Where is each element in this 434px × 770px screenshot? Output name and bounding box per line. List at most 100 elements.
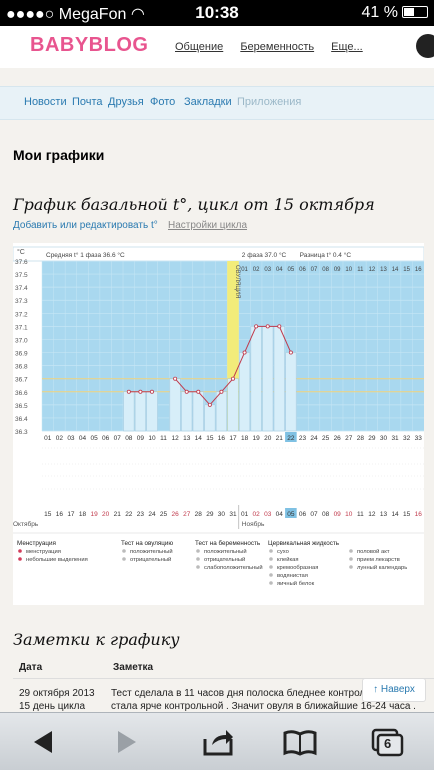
share-icon[interactable] [200,727,236,757]
temperature-line [174,378,188,393]
note-cycle-day: 15 день цикла [19,701,86,712]
ovulation-band [227,261,239,431]
cycle-day-label: 15 [206,435,214,442]
nav-pregnancy[interactable]: Беременность [240,41,315,53]
cycle-day-label: 24 [310,435,318,442]
temperature-point [173,376,178,381]
temperature-line [197,391,211,406]
cycle-day-label: 05 [90,435,98,442]
date-label: 16 [415,511,423,518]
cycle-day-label: 23 [299,435,307,442]
bbt-chart: 37.6 37.5 37.4 37.3 37.2 37.1 37.0 36.9 36.8 36.7… [13,243,424,605]
tabs-button[interactable]: 6 [370,727,406,757]
subnav-photo[interactable]: Фото [150,96,176,108]
y-tick-label: 36.9 [15,351,28,358]
date-label: 01 [241,511,249,518]
phase2-day-label: 12 [369,267,376,273]
battery-status: 41 % [362,4,428,22]
legend-item: менструация [26,549,61,555]
phase1-average-label: Средняя t° 1 фаза 36.6 °C [46,251,125,259]
legend-icon [349,549,353,553]
cycle-day-label: 32 [403,435,411,442]
temperature-bar [192,391,204,432]
avatar[interactable] [416,34,434,58]
legend-title: Цервикальная жидкость [268,540,340,547]
site-logo[interactable]: BABYBLOG [30,34,149,56]
temperature-point [184,389,189,394]
temperature-point [126,389,131,394]
legend-item: небольшие выделения [26,557,88,563]
temperature-bar [146,391,158,432]
phase2-day-label: 13 [380,267,387,273]
cycle-day-label: 08 [125,435,133,442]
temperature-point [219,389,224,394]
back-icon[interactable] [26,727,62,757]
cycle-day-label: 19 [253,435,261,442]
subnav-mail[interactable]: Почта [72,96,103,108]
y-tick-label: 37.3 [15,298,28,305]
phase2-day-label: 11 [357,267,364,273]
subnav-bookmarks[interactable]: Закладки [184,96,232,108]
temperature-bar [169,378,181,432]
temperature-bar [285,352,297,432]
temperature-bar [134,391,146,432]
subnav-friends[interactable]: Друзья [108,96,144,108]
cycle-day-label: 09 [137,435,145,442]
cycle-day-label: 18 [241,435,249,442]
forward-icon[interactable] [108,727,144,757]
nav-communication[interactable]: Общение [175,41,224,53]
legend-item: отрицательный [204,556,245,563]
date-label: 26 [172,511,180,518]
ovulation-label: ОВУЛЯЦИЯ [234,265,240,298]
legend-title: Тест на беременность [195,539,261,547]
cycle-day-label: 30 [380,435,388,442]
date-label: 02 [253,511,261,518]
phase2-day-label: 14 [392,267,399,273]
subnav-apps[interactable]: Приложения [237,96,302,108]
edit-temperature-link[interactable]: Добавить или редактировать t° [13,220,158,231]
cycle-day-label: 33 [415,435,423,442]
legend-title: Тест на овуляцию [121,540,173,547]
tabs-icon [371,728,404,757]
y-tick-label: 36.4 [15,416,28,423]
nav-more[interactable]: Еще... [331,41,363,53]
temperature-point [242,350,247,355]
y-tick-label: 37.2 [15,311,28,318]
subnav-news[interactable]: Новости [24,96,67,108]
battery-icon [402,6,428,18]
legend-icon [269,549,273,553]
cycle-day-label: 03 [67,435,75,442]
phase2-day-label: 01 [241,267,248,273]
temperature-point [149,389,154,394]
y-tick-label: 36.6 [15,390,28,397]
note-text-line1: Тест сделала в 11 часов дня полоска блед… [111,688,388,699]
top-nav: Общение Беременность Еще... [175,41,377,53]
cycle-day-label: 04 [79,435,87,442]
clock: 10:38 [195,3,239,22]
temperature-line [244,326,257,353]
legend-icon [18,549,22,553]
browser-toolbar: 6 [0,712,434,770]
legend-item: яичный белок [277,580,315,587]
cycle-settings-link[interactable]: Настройки цикла [168,220,248,231]
date-label: 08 [322,511,330,518]
date-label: 07 [310,511,318,518]
phase2-day-label: 03 [264,267,271,273]
temperature-line [209,391,222,406]
back-to-top-button[interactable]: ↑ Наверх [362,678,426,702]
temperature-point [288,350,293,355]
temperature-line [232,352,246,379]
cycle-day-label: 31 [391,435,399,442]
temperature-point [265,324,270,329]
temperature-line [278,326,292,353]
y-tick-label: 36.3 [15,429,28,436]
date-label: 21 [114,511,122,518]
phase2-average-label: 2 фаза 37.0 °C [242,251,287,259]
legend-item: отрицательный [130,556,171,563]
bookmarks-icon[interactable] [282,727,318,757]
date-label: 13 [380,511,388,518]
date-label: 19 [90,511,98,518]
cycle-day-label: 14 [195,435,203,442]
phase2-day-label: 08 [322,267,329,273]
legend-item: лунный календарь [357,564,407,571]
